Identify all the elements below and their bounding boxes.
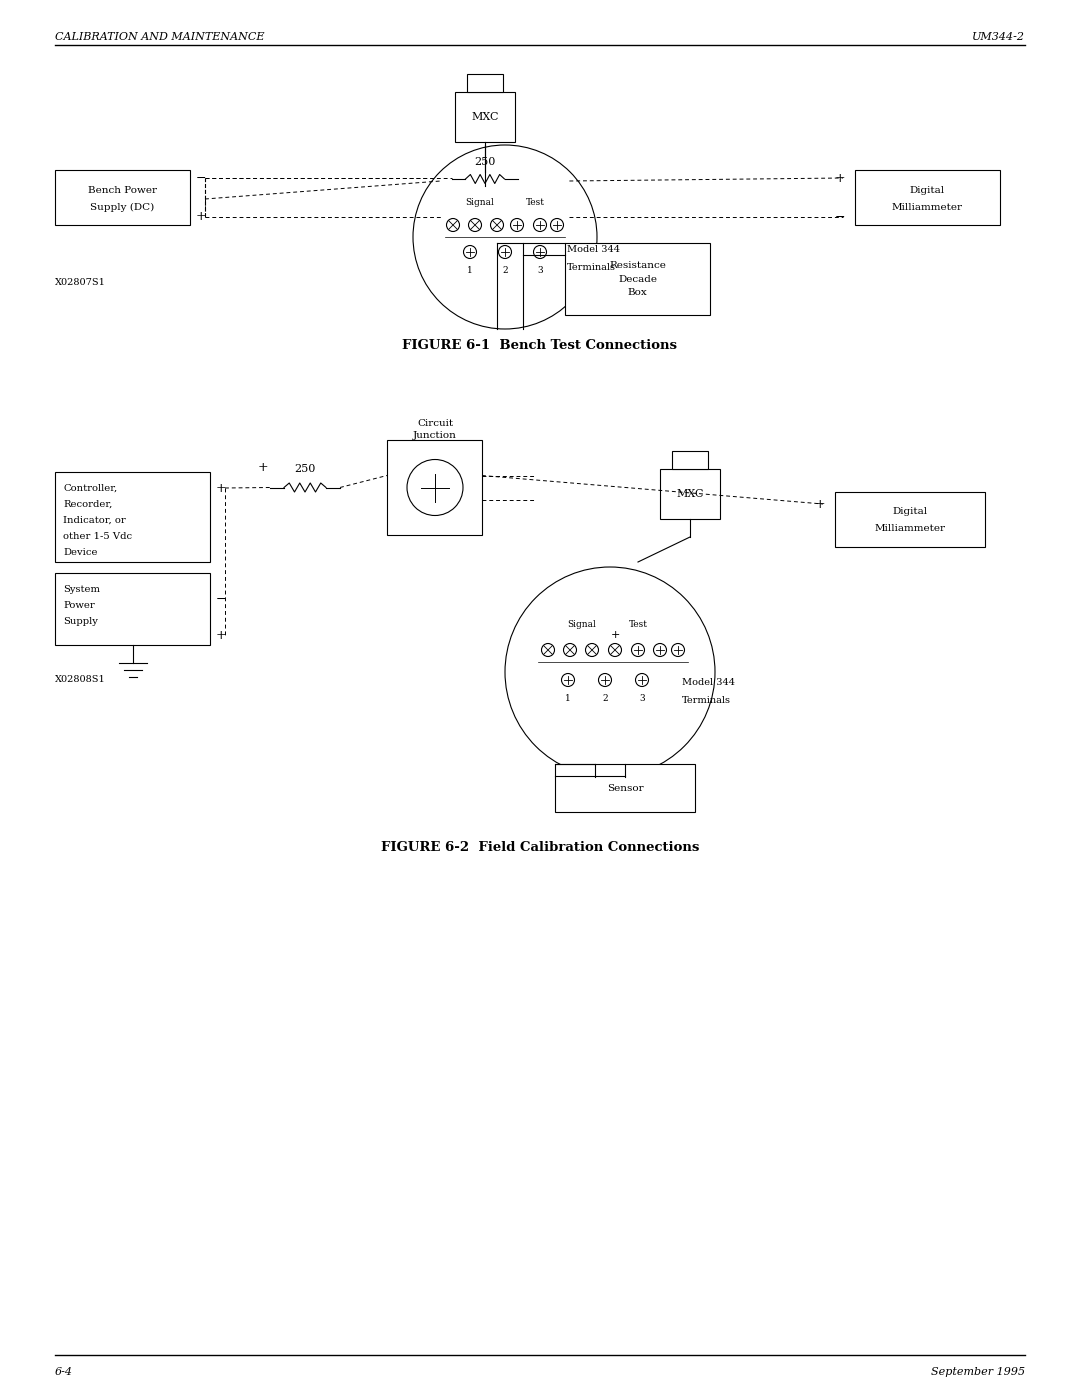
Bar xyxy=(467,74,503,92)
Bar xyxy=(555,764,696,812)
Circle shape xyxy=(413,145,597,330)
Text: +: + xyxy=(610,630,620,640)
Circle shape xyxy=(446,218,459,232)
Circle shape xyxy=(564,644,577,657)
Text: +: + xyxy=(195,211,206,224)
Text: 2: 2 xyxy=(603,694,608,703)
Text: Terminals: Terminals xyxy=(681,696,731,704)
Text: Power: Power xyxy=(63,601,95,610)
Text: 3: 3 xyxy=(639,694,645,703)
Text: Circuit: Circuit xyxy=(417,419,454,427)
Text: 1: 1 xyxy=(468,265,473,275)
Bar xyxy=(855,170,1000,225)
Text: X02807S1: X02807S1 xyxy=(55,278,106,286)
Text: Digital: Digital xyxy=(892,507,928,515)
Text: 2: 2 xyxy=(502,265,508,275)
Circle shape xyxy=(632,644,645,657)
Text: Sensor: Sensor xyxy=(607,784,644,792)
Circle shape xyxy=(551,218,564,232)
Text: Indicator, or: Indicator, or xyxy=(63,515,125,525)
Circle shape xyxy=(511,218,524,232)
Circle shape xyxy=(463,246,476,258)
Text: Bench Power: Bench Power xyxy=(87,186,157,196)
Text: Controller,: Controller, xyxy=(63,483,118,493)
Bar xyxy=(455,92,515,142)
Text: Device: Device xyxy=(63,548,97,557)
Bar xyxy=(672,451,708,469)
Text: Signal: Signal xyxy=(465,197,495,207)
Circle shape xyxy=(505,567,715,777)
Text: +: + xyxy=(835,172,845,184)
Text: MXC: MXC xyxy=(676,489,704,499)
Circle shape xyxy=(499,246,512,258)
Text: 1: 1 xyxy=(565,694,571,703)
Text: −: − xyxy=(835,211,845,224)
Text: System: System xyxy=(63,585,100,594)
Bar xyxy=(55,472,210,562)
Circle shape xyxy=(598,673,611,686)
Text: 6-4: 6-4 xyxy=(55,1368,73,1377)
Text: Supply: Supply xyxy=(63,617,98,626)
Text: Test: Test xyxy=(629,619,648,629)
Circle shape xyxy=(469,218,482,232)
Text: Resistance: Resistance xyxy=(609,261,666,271)
Circle shape xyxy=(490,218,503,232)
Text: other 1-5 Vdc: other 1-5 Vdc xyxy=(63,532,132,541)
Text: Signal: Signal xyxy=(568,619,596,629)
Text: −: − xyxy=(216,592,227,605)
Circle shape xyxy=(608,644,621,657)
Bar xyxy=(835,492,985,548)
Text: +: + xyxy=(216,482,227,495)
Bar xyxy=(55,573,210,645)
Circle shape xyxy=(585,644,598,657)
Text: Terminals: Terminals xyxy=(567,263,616,271)
Text: CALIBRATION AND MAINTENANCE: CALIBRATION AND MAINTENANCE xyxy=(55,32,265,42)
Circle shape xyxy=(635,673,648,686)
Text: Supply (DC): Supply (DC) xyxy=(91,203,154,212)
Text: 250: 250 xyxy=(474,156,496,168)
Text: +: + xyxy=(814,497,825,510)
Text: Decade: Decade xyxy=(618,274,657,284)
Text: FIGURE 6-1  Bench Test Connections: FIGURE 6-1 Bench Test Connections xyxy=(403,338,677,352)
Text: X02808S1: X02808S1 xyxy=(55,675,106,683)
Text: Test: Test xyxy=(526,197,544,207)
Text: UM344-2: UM344-2 xyxy=(972,32,1025,42)
Circle shape xyxy=(534,218,546,232)
Text: FIGURE 6-2  Field Calibration Connections: FIGURE 6-2 Field Calibration Connections xyxy=(381,841,699,854)
Circle shape xyxy=(653,644,666,657)
Text: September 1995: September 1995 xyxy=(931,1368,1025,1377)
Text: Recorder,: Recorder, xyxy=(63,500,112,509)
Text: 250: 250 xyxy=(295,464,315,474)
Circle shape xyxy=(534,246,546,258)
Circle shape xyxy=(541,644,554,657)
Text: Junction: Junction xyxy=(413,432,457,440)
Text: Milliammeter: Milliammeter xyxy=(875,524,945,534)
Text: −: − xyxy=(195,172,206,184)
Text: Milliammeter: Milliammeter xyxy=(892,203,963,212)
Text: Model 344: Model 344 xyxy=(567,244,620,253)
Text: Digital: Digital xyxy=(910,186,945,196)
Text: +: + xyxy=(258,461,268,474)
Circle shape xyxy=(672,644,685,657)
Text: MXC: MXC xyxy=(471,112,499,122)
Circle shape xyxy=(407,460,463,515)
Circle shape xyxy=(562,673,575,686)
Bar xyxy=(565,243,710,314)
Text: +: + xyxy=(216,629,227,641)
Text: 3: 3 xyxy=(537,265,543,275)
Text: Box: Box xyxy=(627,288,647,296)
Bar xyxy=(387,440,482,535)
Text: Model 344: Model 344 xyxy=(681,678,735,686)
Bar xyxy=(55,170,190,225)
Bar xyxy=(660,469,720,520)
